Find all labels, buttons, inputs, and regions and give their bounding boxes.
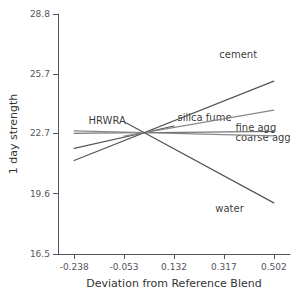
svg-text:-0.238: -0.238 [60, 262, 89, 272]
svg-text:22.7: 22.7 [30, 128, 50, 138]
svg-text:0.502: 0.502 [261, 262, 287, 272]
svg-text:0.132: 0.132 [161, 262, 187, 272]
svg-text:25.7: 25.7 [30, 69, 50, 79]
svg-text:Deviation from Reference Blend: Deviation from Reference Blend [86, 277, 261, 290]
svg-text:1 day strength: 1 day strength [7, 94, 20, 175]
svg-text:-0.053: -0.053 [110, 262, 139, 272]
svg-text:fine agg: fine agg [235, 122, 277, 134]
svg-text:water: water [215, 203, 244, 214]
svg-text:HRWRA: HRWRA [88, 115, 125, 126]
svg-text:16.5: 16.5 [30, 249, 50, 259]
svg-text:0.317: 0.317 [211, 262, 237, 272]
svg-text:cement: cement [219, 49, 257, 60]
svg-text:coarse agg: coarse agg [235, 132, 290, 143]
svg-text:silica fume: silica fume [177, 112, 231, 123]
svg-text:28.8: 28.8 [30, 9, 50, 19]
svg-text:19.6: 19.6 [30, 189, 50, 199]
